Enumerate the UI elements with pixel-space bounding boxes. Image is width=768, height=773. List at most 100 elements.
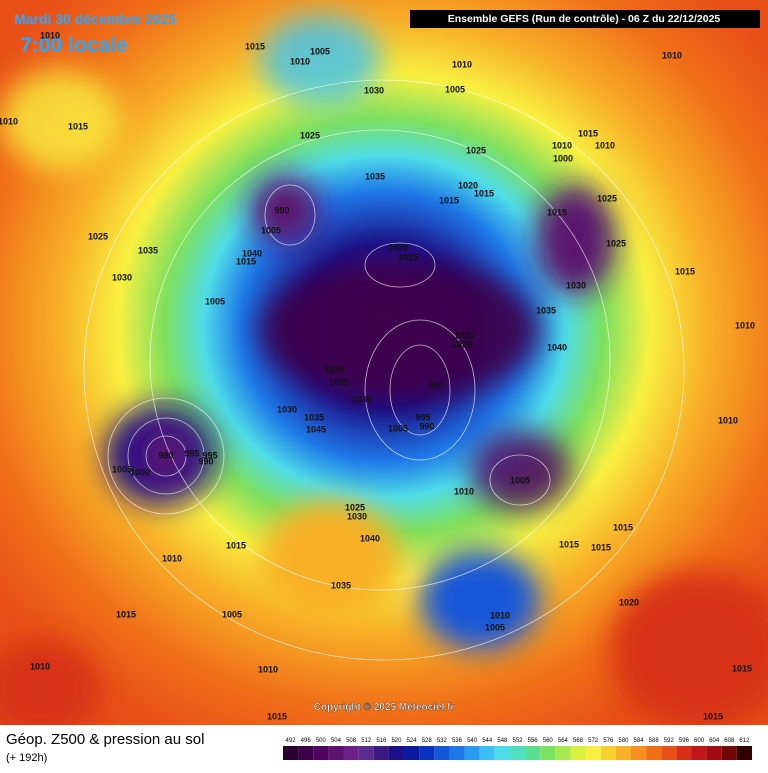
isobar-label: 1040 <box>360 533 380 543</box>
copyright: Copyright © 2025 Meteociel.fr <box>314 702 455 713</box>
colorbar-label: 612 <box>739 738 750 744</box>
colorbar-swatch <box>313 746 329 760</box>
colorbar-swatch <box>419 746 435 760</box>
colorbar-swatch <box>555 746 571 760</box>
colorbar-label: 564 <box>558 738 569 744</box>
isobar-label: 1030 <box>352 394 372 404</box>
colorbar-swatch <box>570 746 586 760</box>
isobar-label: 1015 <box>226 540 246 550</box>
isobar-label: 1005 <box>205 296 225 306</box>
isobar-label: 1015 <box>703 711 723 721</box>
isobar-label: 1030 <box>277 404 297 414</box>
colorbar-label: 592 <box>664 738 675 744</box>
colorbar-label: 604 <box>709 738 720 744</box>
colorbar-label: 584 <box>634 738 645 744</box>
isobar-label: 1035 <box>329 377 349 387</box>
colorbar-label: 516 <box>376 738 387 744</box>
isobar-label: 1005 <box>261 225 281 235</box>
colorbar-label: 496 <box>301 738 312 744</box>
colorbar-swatch <box>736 746 752 760</box>
colorbar-label: 536 <box>452 738 463 744</box>
isobar-label: 1035 <box>536 305 556 315</box>
isobar-label: 1015 <box>591 542 611 552</box>
colorbar-swatch <box>721 746 737 760</box>
isobar-label: 1020 <box>452 339 472 349</box>
colorbar-swatch <box>691 746 707 760</box>
isobar-label: 1015 <box>236 256 256 266</box>
colorbar-label: 548 <box>497 738 508 744</box>
colorbar-label: 608 <box>724 738 735 744</box>
colorbar-label: 512 <box>361 738 372 744</box>
isobar-label: 1015 <box>439 195 459 205</box>
colorbar-label: 560 <box>543 738 554 744</box>
colorbar-label: 540 <box>467 738 478 744</box>
isobar-label: 1025 <box>88 231 108 241</box>
colorbar-swatch <box>615 746 631 760</box>
isobar-label: 1005 <box>510 475 530 485</box>
isobar-label: 1015 <box>474 188 494 198</box>
isobar-label: 1010 <box>595 140 615 150</box>
colorbar-label: 508 <box>346 738 357 744</box>
isobar-label: 980 <box>158 450 173 460</box>
isobar-label: 1010 <box>454 486 474 496</box>
colorbar-label: 556 <box>528 738 539 744</box>
isobar-label: 1035 <box>365 171 385 181</box>
colorbar-swatch <box>388 746 405 760</box>
colorbar-label: 588 <box>649 738 660 744</box>
colorbar-label: 568 <box>573 738 584 744</box>
isobar-label: 990 <box>419 421 434 431</box>
isobar-label: 1030 <box>364 85 384 95</box>
colorbar-swatch <box>449 746 465 760</box>
colorbar-label: 596 <box>679 738 690 744</box>
isobar-label: 1015 <box>613 522 633 532</box>
colorbar-swatch <box>540 746 556 760</box>
footer-lead: (+ 192h) <box>6 752 47 764</box>
isobar-label: 1025 <box>454 330 474 340</box>
colorbar-label: 544 <box>482 738 493 744</box>
colorbar-label: 552 <box>512 738 523 744</box>
isobar-label: 1015 <box>68 121 88 131</box>
isobar-label: 1010 <box>552 140 572 150</box>
isobar-label: 1010 <box>30 661 50 671</box>
colorbar-swatch <box>404 746 420 760</box>
isobar-label: 1025 <box>606 238 626 248</box>
colorbar-label: 580 <box>618 738 629 744</box>
colorbar-swatch <box>283 746 299 760</box>
isobar-label: 1005 <box>388 423 408 433</box>
footer-title: Géop. Z500 & pression au sol <box>6 731 204 748</box>
colorbar-swatch <box>358 746 374 760</box>
colorbar-swatch <box>298 746 314 760</box>
colorbar-label: 500 <box>316 738 327 744</box>
isobar-label: 1025 <box>466 145 486 155</box>
isobar-label: 1015 <box>578 128 598 138</box>
colorbar-swatch <box>676 746 692 760</box>
isobar-label: 1010 <box>40 30 60 40</box>
isobar-label: 1020 <box>619 597 639 607</box>
isobar-label: 1010 <box>490 610 510 620</box>
isobar-label: 1010 <box>662 50 682 60</box>
isobar-label: 1020 <box>458 180 478 190</box>
colorbar-swatch <box>373 746 389 760</box>
isobar-label: 1040 <box>547 342 567 352</box>
isobar-label: 1035 <box>138 245 158 255</box>
colorbar-label: 600 <box>694 738 705 744</box>
isobar-label: 1010 <box>162 553 182 563</box>
colorbar-label: 576 <box>603 738 614 744</box>
isobar-label: 1010 <box>452 59 472 69</box>
isobar-label: 1010 <box>0 116 18 126</box>
isobar-label: 990 <box>198 456 213 466</box>
colorbar-swatch <box>661 746 677 760</box>
isobar-label: 990 <box>274 205 289 215</box>
colorbar-swatch <box>464 746 480 760</box>
isobar-label: 1005 <box>310 46 330 56</box>
isobar-label: 1010 <box>290 56 310 66</box>
isobar-label: 1015 <box>116 609 136 619</box>
isobar-label: 1035 <box>324 364 344 374</box>
colorbar: 492 496 500 504 508 512 516 520 524 528 532 536 540 5… <box>283 738 752 760</box>
isobar-label: 1020 <box>388 242 408 252</box>
isobar-label: 1010 <box>735 320 755 330</box>
colorbar-swatch <box>600 746 616 760</box>
isobar-label: 1045 <box>306 424 326 434</box>
